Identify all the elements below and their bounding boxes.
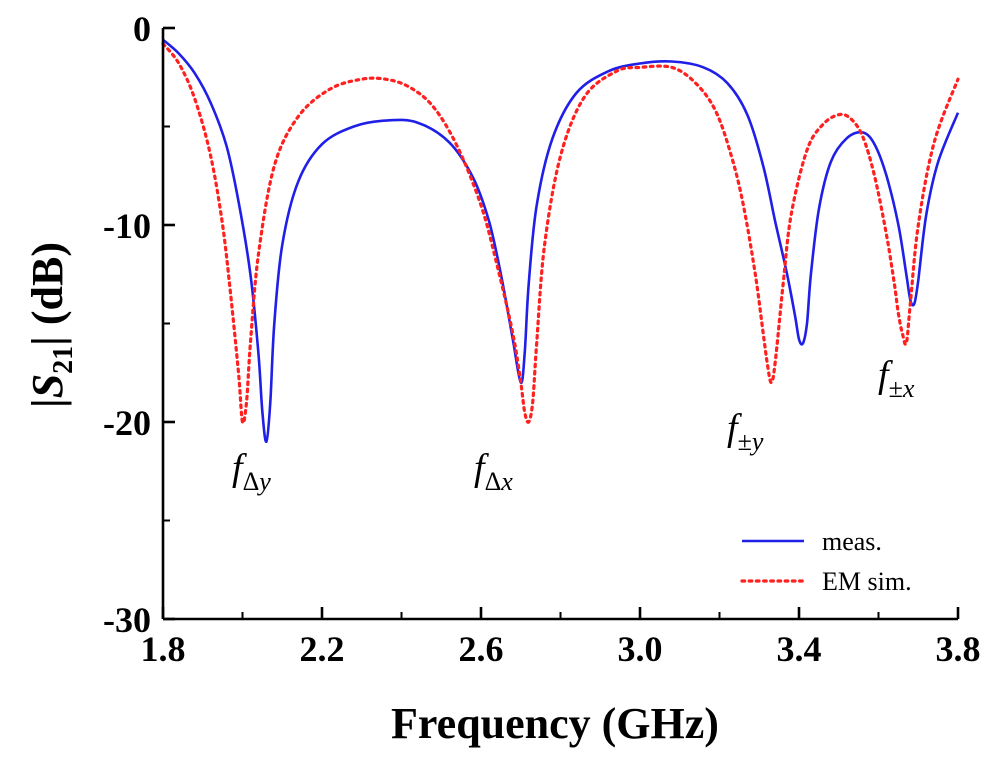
annotation-f-pm-x: f±x (878, 354, 915, 403)
legend: meas. EM sim. (740, 527, 912, 596)
y-tick-label: 0 (133, 9, 151, 49)
x-ticks: 1.8 2.2 2.6 3.0 3.4 3.8 (141, 607, 981, 669)
legend-label-meas: meas. (822, 527, 882, 556)
x-axis-title: Frequency (GHz) (391, 699, 719, 748)
y-ticks: 0 -10 -20 -30 (103, 9, 175, 640)
x-tick-label: 2.6 (459, 629, 504, 669)
y-axis-title: |S21| (dB) (23, 242, 79, 408)
y-tick-label: -30 (103, 600, 151, 640)
series-line-em-sim (161, 42, 960, 425)
plot-area (161, 38, 960, 444)
x-tick-label: 3.0 (618, 629, 663, 669)
y-tick-label: -20 (103, 403, 151, 443)
annotation-f-delta-x: fΔx (474, 447, 513, 496)
x-tick-label: 3.8 (936, 629, 981, 669)
y-tick-label: -10 (103, 206, 151, 246)
annotation-f-delta-y: fΔy (232, 447, 271, 496)
x-tick-label: 2.2 (300, 629, 345, 669)
series-line-meas (162, 38, 960, 444)
x-tick-label: 1.8 (141, 629, 186, 669)
x-tick-label: 3.4 (777, 629, 822, 669)
legend-label-em-sim: EM sim. (822, 567, 912, 596)
annotation-f-pm-y: f±y (727, 407, 764, 456)
